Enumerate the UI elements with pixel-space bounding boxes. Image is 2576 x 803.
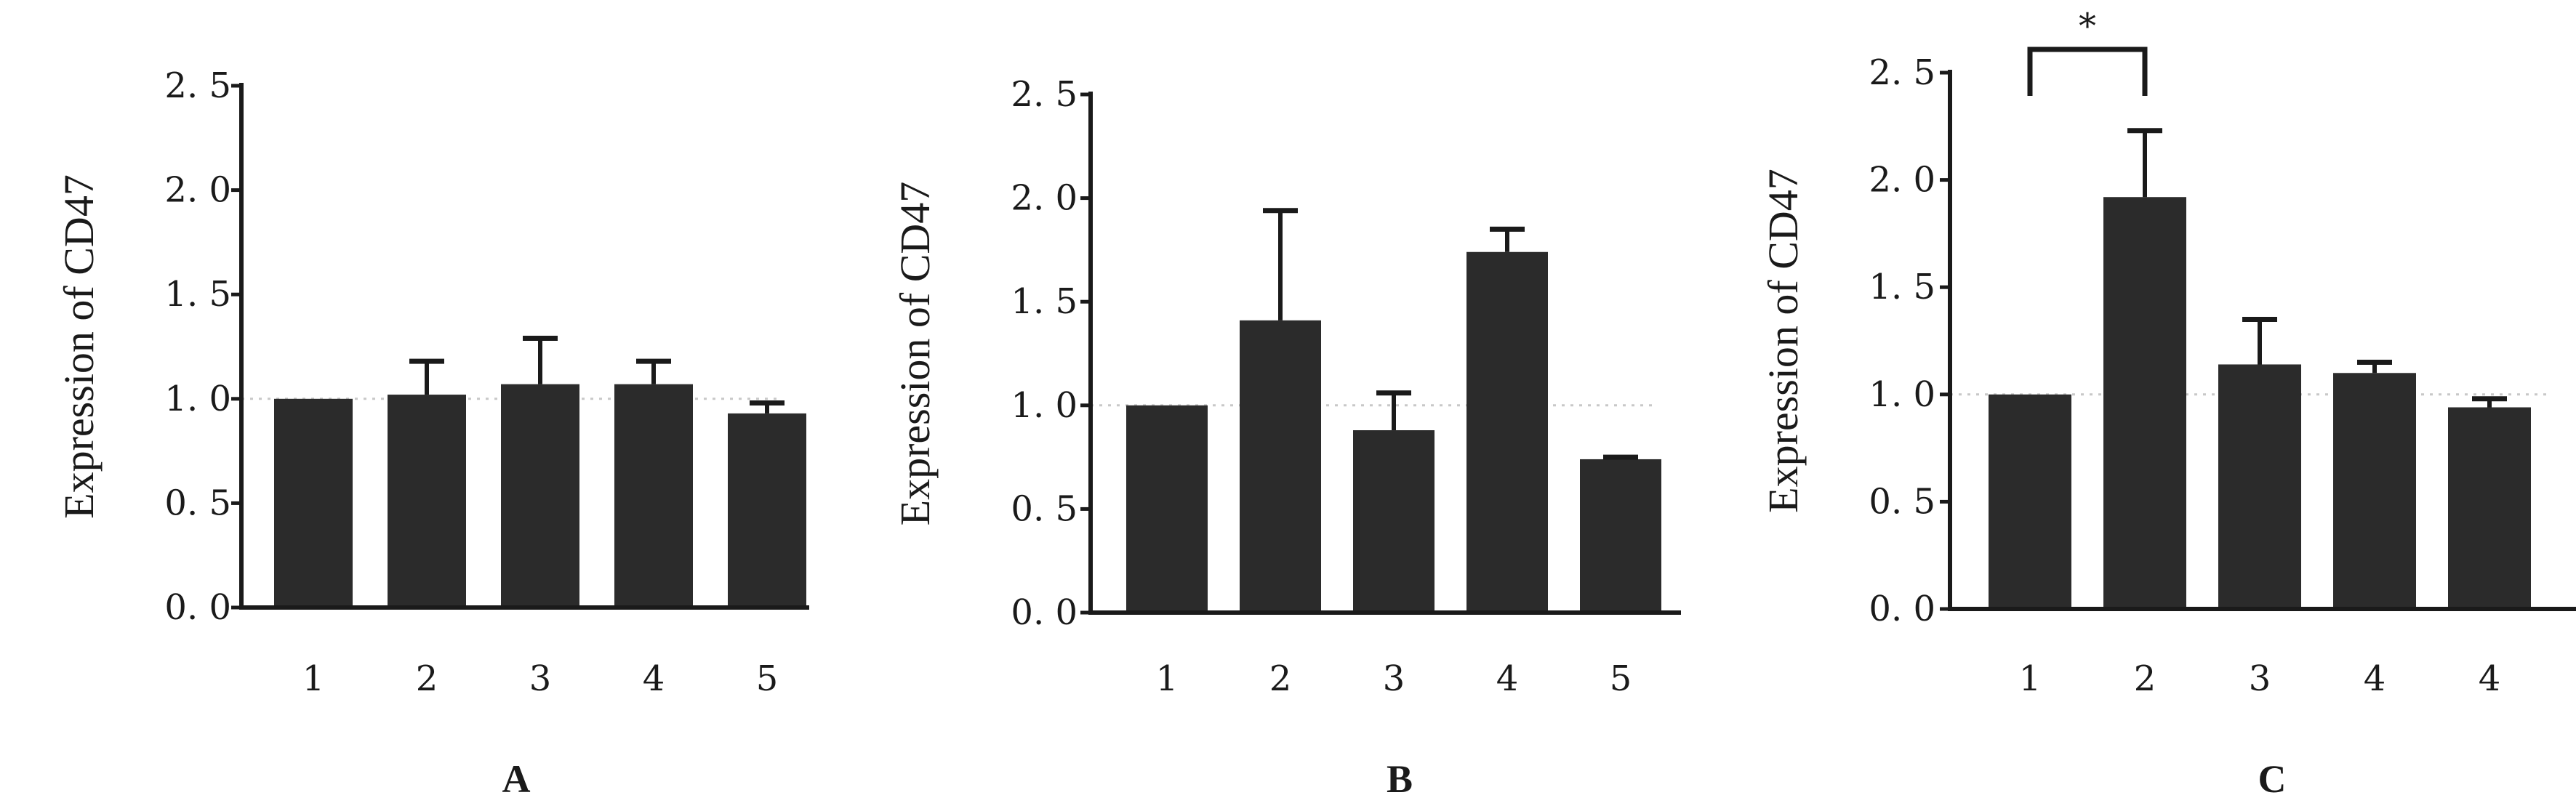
y-tick-label: 1. 0 xyxy=(164,379,231,419)
x-tick-label: 3 xyxy=(2249,658,2271,699)
bar xyxy=(2218,364,2301,609)
y-tick-label: 1. 5 xyxy=(1869,267,1935,307)
x-tick-label: 2 xyxy=(416,658,438,699)
x-tick-label: 3 xyxy=(529,658,552,699)
y-tick-label: 0. 5 xyxy=(164,483,231,523)
x-tick-label: 5 xyxy=(1610,658,1632,699)
y-tick-label: 1. 5 xyxy=(1011,281,1078,322)
x-tick-label: 4 xyxy=(2479,658,2501,699)
bar xyxy=(2448,407,2531,609)
y-tick-label: 2. 0 xyxy=(164,170,231,211)
bar xyxy=(1353,430,1435,613)
chart-panel-a: 0. 0 0. 5 1. 0 1. 5 2. 0 2. 5 1 2 3 4 5 Expression … xyxy=(55,65,809,801)
bar xyxy=(388,395,466,608)
y-axis-title: Expression of CD47 xyxy=(891,182,939,526)
y-tick-label: 1. 0 xyxy=(1869,374,1935,415)
x-tick-label: 4 xyxy=(2364,658,2386,699)
chart-panel-b: 0. 0 0. 5 1. 0 1. 5 2. 0 2. 5 1 2 3 4 5 Expression … xyxy=(891,74,1681,801)
y-tick-label: 0. 0 xyxy=(1011,592,1078,633)
bar xyxy=(1126,405,1208,613)
y-tick-label: 0. 0 xyxy=(164,587,231,628)
y-tick-label: 0. 0 xyxy=(1869,589,1935,629)
bar xyxy=(1240,320,1321,613)
y-tick-label: 2. 5 xyxy=(164,65,231,106)
y-axis-title: Expression of CD47 xyxy=(55,174,103,519)
x-tick-label: 2 xyxy=(1269,658,1292,699)
x-tick-label: 5 xyxy=(756,658,779,699)
x-tick-label: 2 xyxy=(2134,658,2156,699)
y-tick-label: 2. 5 xyxy=(1869,52,1935,93)
panel-label: A xyxy=(502,757,531,801)
y-tick-label: 1. 5 xyxy=(164,274,231,315)
panel-label: B xyxy=(1387,757,1413,801)
bar xyxy=(2333,373,2416,609)
bar xyxy=(2103,197,2186,609)
bar xyxy=(1989,394,2071,609)
x-tick-label: 1 xyxy=(1156,658,1179,699)
x-tick-label: 1 xyxy=(2019,658,2042,699)
x-tick-label: 1 xyxy=(302,658,325,699)
bar xyxy=(1466,251,1548,613)
y-tick-label: 0. 5 xyxy=(1869,481,1935,522)
y-tick-label: 2. 5 xyxy=(1011,74,1078,115)
y-tick-label: 2. 0 xyxy=(1869,160,1935,201)
panel-label: C xyxy=(2258,757,2287,801)
x-tick-label: 3 xyxy=(1383,658,1405,699)
bar xyxy=(728,413,806,608)
bar xyxy=(614,384,693,608)
bar xyxy=(501,384,579,608)
y-tick-label: 1. 0 xyxy=(1011,385,1078,426)
y-axis-title: Expression of CD47 xyxy=(1760,169,1807,513)
bar xyxy=(1580,459,1661,613)
x-tick-label: 4 xyxy=(643,658,665,699)
significance-bracket xyxy=(2027,47,2148,96)
x-tick-label: 4 xyxy=(1496,658,1519,699)
y-tick-label: 0. 5 xyxy=(1011,488,1078,529)
significance-label: * xyxy=(2079,6,2096,47)
y-tick-label: 2. 0 xyxy=(1011,178,1078,219)
chart-panel-c: 0. 0 0. 5 1. 0 1. 5 2. 0 2. 5 1 2 3 4 4 Expression … xyxy=(1760,6,2576,801)
bar xyxy=(274,398,353,608)
